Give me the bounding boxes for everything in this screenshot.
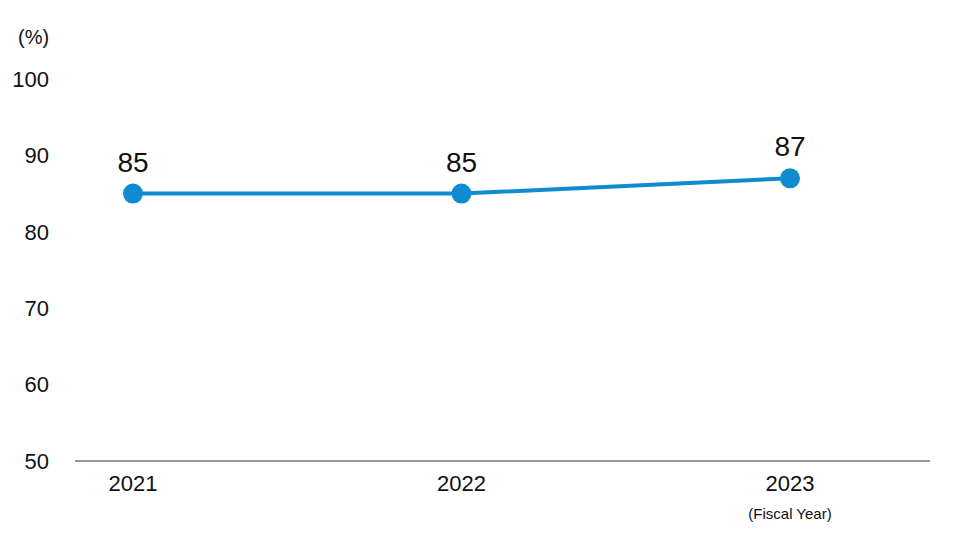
svg-text:85: 85 [117, 147, 148, 178]
svg-text:100: 100 [12, 67, 49, 92]
svg-text:50: 50 [25, 449, 49, 474]
svg-text:60: 60 [25, 372, 49, 397]
svg-text:2023: 2023 [766, 471, 815, 496]
svg-text:(Fiscal Year): (Fiscal Year) [748, 505, 831, 522]
svg-text:2022: 2022 [437, 471, 486, 496]
svg-text:90: 90 [25, 143, 49, 168]
svg-text:87: 87 [774, 131, 805, 162]
svg-text:70: 70 [25, 296, 49, 321]
svg-text:85: 85 [446, 147, 477, 178]
svg-text:2021: 2021 [109, 471, 158, 496]
svg-text:80: 80 [25, 220, 49, 245]
